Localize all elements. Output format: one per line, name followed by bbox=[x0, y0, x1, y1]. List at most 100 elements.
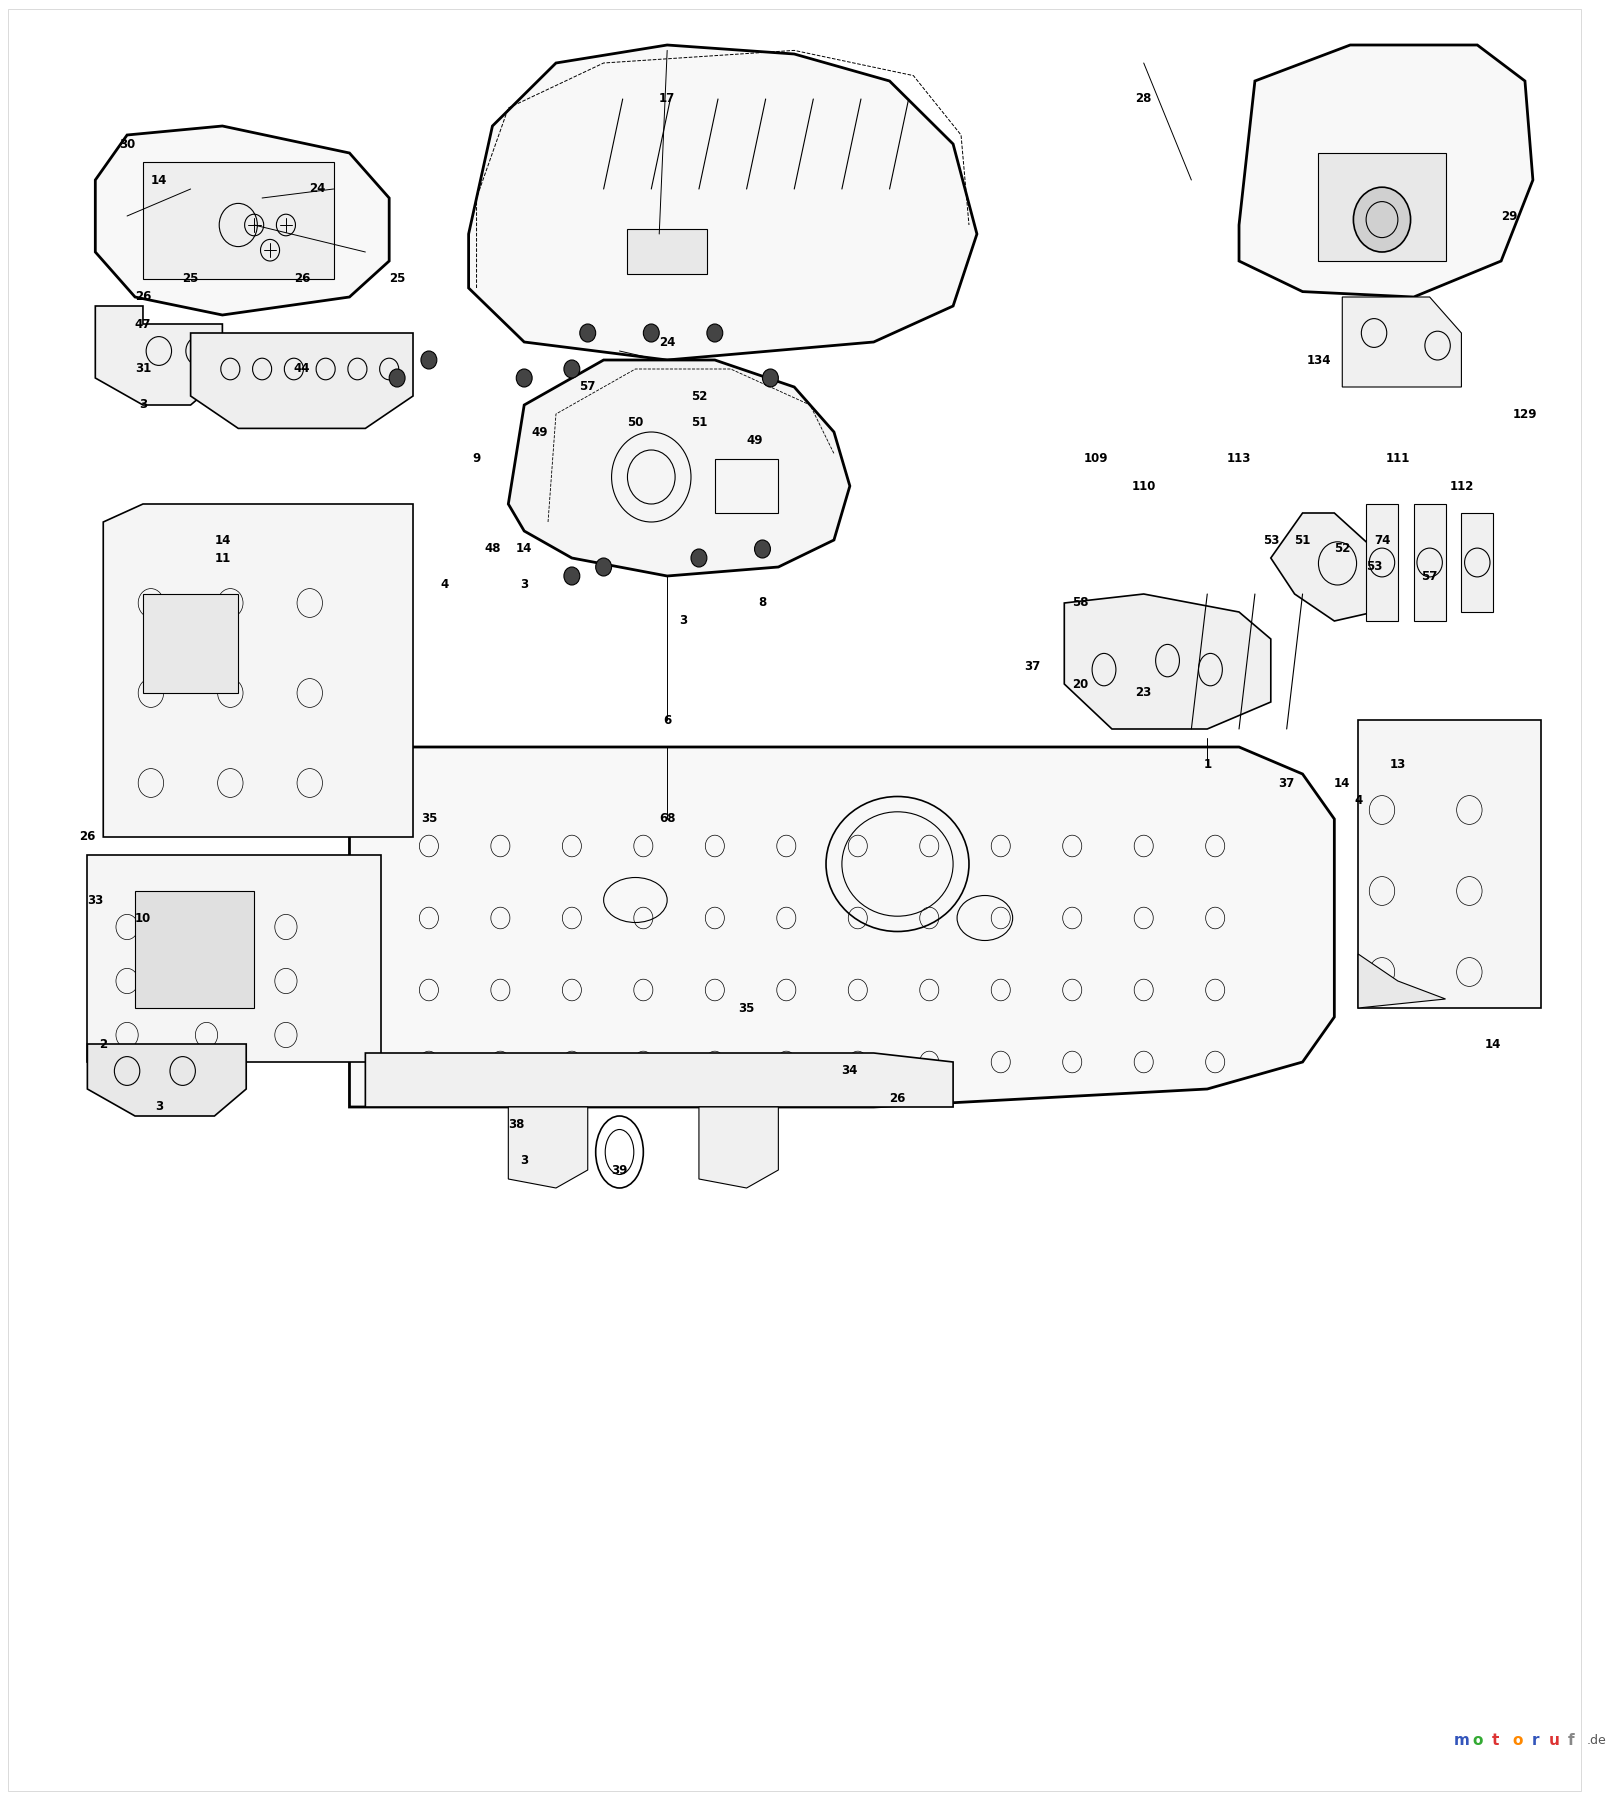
Text: 129: 129 bbox=[1512, 407, 1538, 421]
Polygon shape bbox=[87, 1044, 246, 1116]
Polygon shape bbox=[87, 855, 381, 1062]
Text: 3: 3 bbox=[521, 578, 529, 592]
Text: 6: 6 bbox=[664, 713, 672, 727]
Text: o: o bbox=[1512, 1733, 1522, 1748]
Text: 3: 3 bbox=[521, 1154, 529, 1168]
Text: r: r bbox=[1531, 1733, 1540, 1748]
Text: 9: 9 bbox=[472, 452, 480, 466]
Text: 25: 25 bbox=[183, 272, 199, 286]
Text: 44: 44 bbox=[294, 362, 310, 376]
Text: 111: 111 bbox=[1385, 452, 1409, 466]
Polygon shape bbox=[1358, 720, 1541, 1008]
Bar bbox=[135, 891, 254, 1008]
Text: 24: 24 bbox=[310, 182, 326, 196]
Text: 37: 37 bbox=[1024, 659, 1041, 673]
Text: 28: 28 bbox=[1136, 92, 1152, 106]
Polygon shape bbox=[103, 504, 413, 837]
Circle shape bbox=[1353, 187, 1411, 252]
Text: 14: 14 bbox=[1334, 776, 1350, 790]
Polygon shape bbox=[508, 1107, 588, 1188]
Text: 3: 3 bbox=[680, 614, 688, 628]
Text: 51: 51 bbox=[691, 416, 707, 430]
Bar bbox=[715, 459, 778, 513]
Text: 39: 39 bbox=[611, 1163, 628, 1177]
Circle shape bbox=[580, 324, 596, 342]
Text: 30: 30 bbox=[119, 137, 135, 151]
Text: 52: 52 bbox=[691, 389, 707, 403]
Text: 14: 14 bbox=[151, 173, 167, 187]
Circle shape bbox=[762, 369, 778, 387]
Polygon shape bbox=[699, 1107, 778, 1188]
Text: 52: 52 bbox=[1334, 542, 1350, 556]
Text: 34: 34 bbox=[842, 1064, 858, 1078]
Text: 47: 47 bbox=[135, 317, 151, 331]
Text: 58: 58 bbox=[1072, 596, 1088, 610]
Polygon shape bbox=[1271, 513, 1390, 621]
Text: 74: 74 bbox=[1374, 533, 1390, 547]
Text: 29: 29 bbox=[1501, 209, 1517, 223]
Text: 23: 23 bbox=[1136, 686, 1152, 700]
Text: 4: 4 bbox=[1355, 794, 1363, 808]
Circle shape bbox=[389, 369, 405, 387]
Text: f: f bbox=[1568, 1733, 1575, 1748]
Text: 14: 14 bbox=[516, 542, 532, 556]
Text: 13: 13 bbox=[1390, 758, 1406, 772]
Polygon shape bbox=[1239, 45, 1533, 297]
Text: 3: 3 bbox=[138, 398, 146, 412]
Text: 3: 3 bbox=[154, 1100, 162, 1114]
Text: 51: 51 bbox=[1294, 533, 1311, 547]
Text: u: u bbox=[1549, 1733, 1560, 1748]
Polygon shape bbox=[1064, 594, 1271, 729]
Text: 11: 11 bbox=[214, 551, 230, 565]
Text: 57: 57 bbox=[1422, 569, 1438, 583]
Polygon shape bbox=[1366, 504, 1398, 621]
Text: 112: 112 bbox=[1450, 479, 1474, 493]
Polygon shape bbox=[1414, 504, 1446, 621]
Text: 113: 113 bbox=[1226, 452, 1252, 466]
Text: 1: 1 bbox=[1204, 758, 1212, 772]
Text: 25: 25 bbox=[389, 272, 405, 286]
Text: 14: 14 bbox=[1485, 1037, 1501, 1051]
Polygon shape bbox=[1342, 297, 1461, 387]
Text: o: o bbox=[1472, 1733, 1483, 1748]
Text: 134: 134 bbox=[1306, 353, 1331, 367]
Polygon shape bbox=[349, 747, 1334, 1107]
Text: 24: 24 bbox=[659, 335, 675, 349]
Text: 49: 49 bbox=[532, 425, 548, 439]
Text: 57: 57 bbox=[580, 380, 596, 394]
Bar bbox=[143, 162, 334, 279]
Text: 38: 38 bbox=[508, 1118, 524, 1132]
Circle shape bbox=[596, 558, 612, 576]
Polygon shape bbox=[1461, 513, 1493, 612]
Polygon shape bbox=[191, 333, 413, 428]
Circle shape bbox=[691, 549, 707, 567]
Text: 26: 26 bbox=[79, 830, 95, 844]
Bar bbox=[1318, 153, 1446, 261]
Circle shape bbox=[564, 567, 580, 585]
Text: m: m bbox=[1453, 1733, 1469, 1748]
Text: 53: 53 bbox=[1263, 533, 1279, 547]
Text: 26: 26 bbox=[889, 1091, 906, 1105]
Text: .de: .de bbox=[1586, 1733, 1607, 1748]
Polygon shape bbox=[365, 1053, 953, 1107]
Circle shape bbox=[643, 324, 659, 342]
Text: 20: 20 bbox=[1072, 677, 1088, 691]
Text: 49: 49 bbox=[746, 434, 763, 448]
Circle shape bbox=[421, 351, 437, 369]
Text: 50: 50 bbox=[627, 416, 643, 430]
Bar bbox=[627, 229, 707, 274]
Text: 33: 33 bbox=[87, 893, 103, 907]
Text: 37: 37 bbox=[1279, 776, 1295, 790]
Text: 17: 17 bbox=[659, 92, 675, 106]
Circle shape bbox=[516, 369, 532, 387]
Text: 10: 10 bbox=[135, 911, 151, 925]
Polygon shape bbox=[469, 45, 977, 360]
Text: 14: 14 bbox=[214, 533, 230, 547]
Text: 26: 26 bbox=[135, 290, 151, 304]
Circle shape bbox=[564, 360, 580, 378]
Polygon shape bbox=[95, 126, 389, 315]
Polygon shape bbox=[95, 306, 222, 405]
Text: 109: 109 bbox=[1083, 452, 1109, 466]
Text: 110: 110 bbox=[1131, 479, 1155, 493]
Polygon shape bbox=[1358, 954, 1446, 1008]
